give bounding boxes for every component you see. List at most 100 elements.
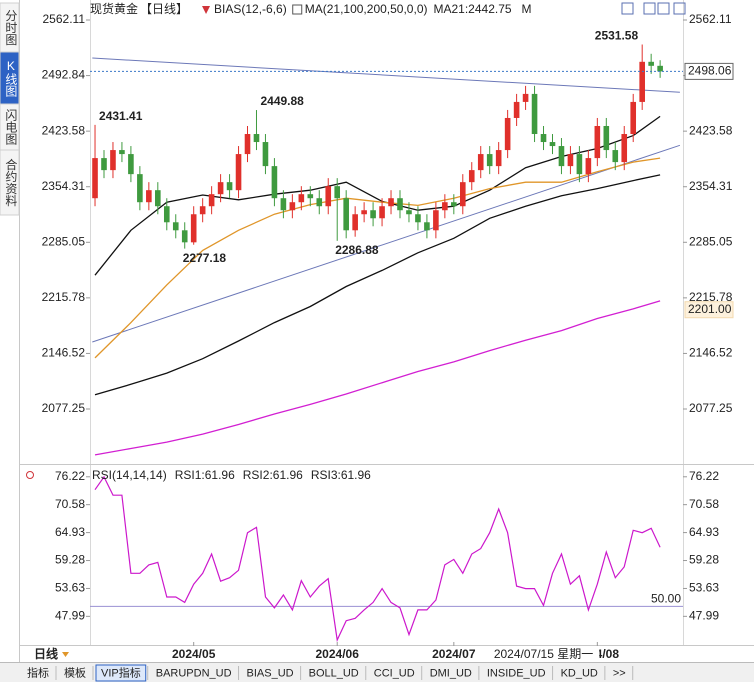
- sidebar-label[interactable]: K线图: [4, 59, 18, 97]
- candle-body: [540, 134, 547, 143]
- header-text[interactable]: M: [522, 2, 532, 16]
- candle-body: [621, 134, 628, 163]
- candle-body: [576, 154, 583, 175]
- y-tick-label: 2146.52: [689, 346, 733, 360]
- period-arrow[interactable]: [62, 652, 70, 657]
- y-tick-label: 64.93: [55, 525, 85, 539]
- tab[interactable]: [303, 665, 364, 681]
- tab-label[interactable]: VIP指标: [101, 665, 141, 679]
- candle-body: [208, 194, 215, 207]
- y-tick-label: 2077.25: [42, 401, 86, 415]
- candle-body: [531, 93, 538, 135]
- indicator-icon[interactable]: [292, 4, 303, 15]
- icon[interactable]: [657, 2, 670, 15]
- header-text: 现货黄金: [90, 1, 138, 16]
- indicator-icon[interactable]: [202, 6, 211, 14]
- tab[interactable]: [424, 665, 477, 681]
- rsi-header: RSI(14,14,14): [92, 468, 167, 482]
- icon[interactable]: [643, 2, 656, 15]
- header-text: MA21:2442.75: [433, 2, 511, 16]
- tab[interactable]: [555, 665, 603, 681]
- y-tick-label: 59.28: [55, 553, 85, 567]
- candle-body: [558, 146, 565, 167]
- period-selector[interactable]: 日线: [34, 646, 58, 661]
- y-tick-label: 2146.52: [42, 346, 86, 360]
- tab[interactable]: [368, 665, 420, 681]
- x-tick-label: 2024/07: [432, 647, 476, 661]
- candle-body: [424, 222, 430, 231]
- icon[interactable]: [673, 2, 686, 15]
- sidebar-label[interactable]: 分时图: [4, 9, 18, 45]
- rsi-icon[interactable]: [26, 471, 34, 479]
- y-tick-label: 70.58: [689, 497, 719, 511]
- tab[interactable]: [22, 665, 54, 681]
- high-label: 2531.58: [595, 29, 639, 43]
- low-label: 2277.18: [183, 251, 227, 265]
- candle-body: [235, 154, 242, 191]
- candle-body: [451, 202, 457, 207]
- low-label: 2286.88: [335, 243, 379, 257]
- icon[interactable]: [621, 2, 634, 15]
- tab-label[interactable]: >>: [613, 667, 626, 679]
- candle-body: [495, 150, 502, 167]
- candle-body: [289, 202, 296, 211]
- y-tick-label: 64.93: [689, 525, 719, 539]
- candle-body: [128, 154, 134, 175]
- tab-label[interactable]: INSIDE_UD: [487, 667, 546, 679]
- candle-body: [477, 154, 484, 171]
- candle-body: [110, 150, 116, 171]
- candle-body: [406, 210, 412, 215]
- candle-body: [343, 198, 349, 231]
- candle-body: [307, 194, 314, 199]
- y-tick-label: 76.22: [689, 469, 719, 483]
- last-price-label: 2498.06: [688, 64, 732, 78]
- sidebar-tab[interactable]: [0, 149, 20, 216]
- candle-body: [325, 186, 332, 207]
- candle-body: [253, 134, 260, 143]
- candle-body: [397, 198, 403, 211]
- candle-body: [271, 166, 278, 199]
- y-tick-label: 2285.05: [689, 234, 733, 248]
- tab[interactable]: [481, 665, 551, 681]
- candle-body: [298, 194, 305, 203]
- sidebar-label[interactable]: 合约资料: [4, 157, 18, 206]
- tab-label[interactable]: DMI_UD: [430, 667, 472, 679]
- candle-body: [459, 182, 466, 207]
- header-text: BIAS(12,-6,6): [214, 2, 287, 16]
- candle-body: [567, 154, 574, 167]
- tab-label[interactable]: 模板: [64, 665, 86, 679]
- candle-body: [101, 158, 107, 171]
- candle-body: [504, 117, 511, 151]
- crosshair-label: 2024/07/15 星期一: [494, 647, 593, 661]
- tab-label[interactable]: BARUPDN_UD: [156, 667, 232, 679]
- candle-body: [522, 93, 529, 102]
- tab[interactable]: [607, 665, 631, 681]
- candle-body: [137, 174, 143, 203]
- sidebar-label[interactable]: 闪电图: [4, 109, 18, 145]
- crosshair-box: [487, 647, 600, 662]
- candle-body: [612, 150, 619, 163]
- candle-body: [379, 206, 385, 219]
- tab-label[interactable]: BOLL_UD: [309, 667, 359, 679]
- ma-line: [94, 300, 661, 456]
- y-tick-label: 2215.78: [42, 290, 86, 304]
- candle-body: [442, 202, 448, 211]
- header-text: 【日线】: [140, 2, 188, 16]
- tab-label[interactable]: KD_UD: [561, 667, 598, 679]
- tab[interactable]: [59, 665, 91, 681]
- tab-label[interactable]: 指标: [27, 665, 49, 679]
- candle-body: [280, 198, 287, 211]
- candle-body: [603, 125, 610, 151]
- tab-label[interactable]: BIAS_UD: [247, 667, 294, 679]
- tab[interactable]: [241, 665, 299, 681]
- tab[interactable]: [95, 664, 147, 682]
- y-tick-label: 70.58: [55, 497, 85, 511]
- candle-body: [594, 125, 601, 159]
- candle-body: [334, 186, 341, 199]
- tab[interactable]: [150, 665, 237, 681]
- candle-body: [415, 214, 421, 223]
- y-tick-label: 53.63: [689, 581, 719, 595]
- candle-body: [92, 158, 98, 199]
- tab-label[interactable]: CCI_UD: [374, 667, 415, 679]
